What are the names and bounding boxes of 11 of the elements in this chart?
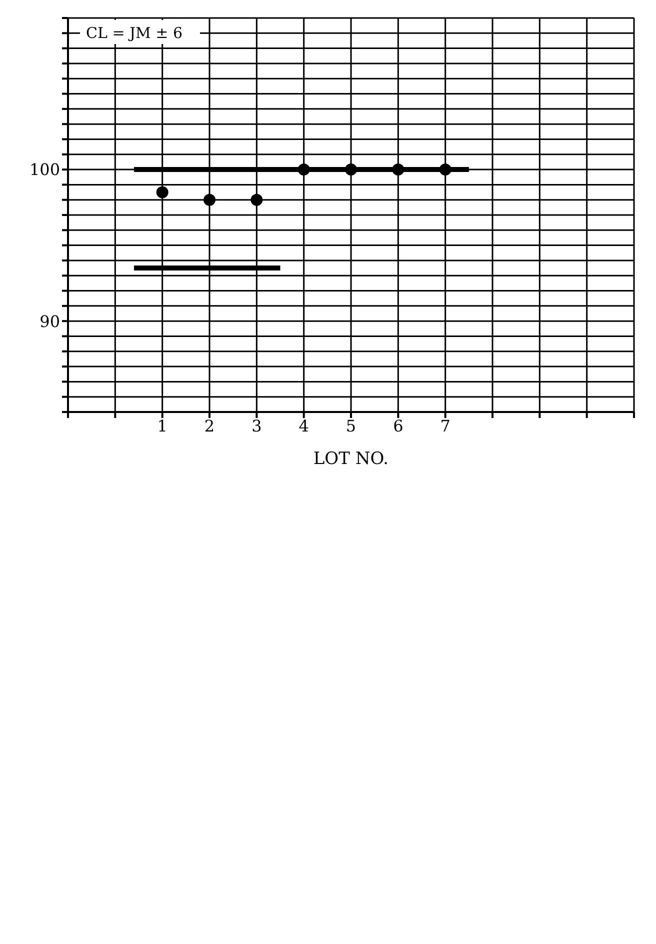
x-tick-label: 2 — [204, 416, 215, 436]
y-tick-label: 100 — [29, 160, 60, 180]
x-tick-label: 6 — [393, 416, 404, 436]
x-tick-label: 7 — [440, 416, 450, 436]
x-axis-title: LOT NO. — [313, 449, 389, 469]
x-tick-label: 5 — [346, 416, 356, 436]
annotation: CL = JM ± 6 — [86, 24, 183, 42]
x-tick-label: 4 — [298, 416, 309, 436]
x-tick-label: 1 — [157, 416, 168, 436]
y-tick-label: 90 — [40, 312, 60, 331]
x-tick-label: 3 — [252, 416, 262, 436]
